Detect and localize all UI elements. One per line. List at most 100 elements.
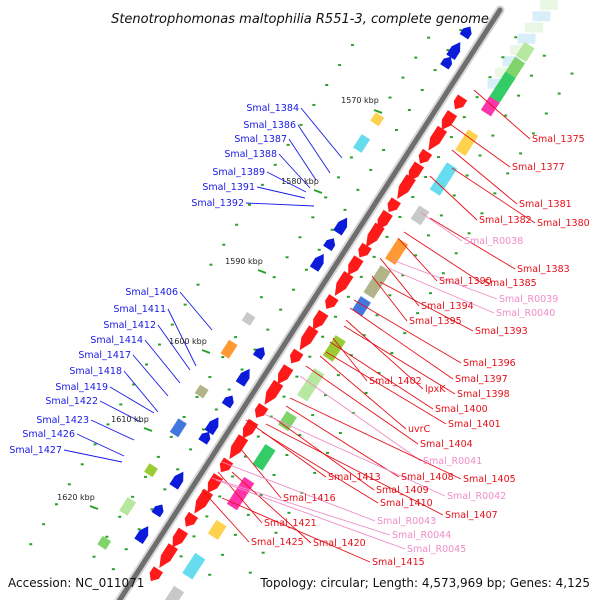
- tick-mark: [143, 475, 147, 478]
- right-gene-label: Smal_1397: [455, 374, 508, 385]
- tick-mark: [326, 451, 330, 454]
- left-gene-label: Smal_1406: [125, 287, 178, 298]
- right-gene-label: Smal_1405: [463, 474, 516, 485]
- tick-mark: [433, 69, 437, 72]
- tick-mark: [462, 116, 466, 119]
- tick-mark: [235, 223, 239, 226]
- left-leader-line: [266, 171, 307, 193]
- tick-mark: [308, 355, 312, 358]
- tick-mark: [269, 415, 273, 418]
- right-gene-label: Smal_1420: [313, 538, 366, 549]
- left-leader-line: [123, 370, 159, 413]
- tick-mark: [334, 315, 338, 318]
- tick-mark: [350, 44, 354, 47]
- feature-block: [385, 238, 409, 265]
- tick-mark: [356, 188, 360, 191]
- forward-gene-arrow: [264, 379, 284, 405]
- tick-mark: [287, 511, 291, 514]
- tick-mark: [285, 256, 289, 259]
- left-gene-label: Smal_1414: [90, 335, 143, 346]
- tick-mark: [195, 396, 199, 399]
- tick-mark: [321, 335, 325, 338]
- background-layer: [487, 0, 558, 89]
- right-leader-line: [329, 341, 434, 410]
- forward-gene-arrow: [358, 242, 372, 258]
- left-leader-line: [278, 153, 311, 189]
- background-feature: [540, 0, 558, 10]
- right-leader-line: [299, 375, 422, 462]
- tick-mark: [221, 553, 225, 556]
- right-gene-label: Smal_1415: [372, 557, 425, 568]
- right-gene-label: Smal_1413: [328, 472, 381, 483]
- right-leader-line: [379, 281, 474, 332]
- right-leader-line: [343, 325, 456, 395]
- reverse-gene-arrow: [151, 504, 164, 518]
- tick-mark: [544, 112, 548, 115]
- right-leader-line: [379, 257, 420, 307]
- right-gene-label: Smal_1396: [463, 358, 516, 369]
- right-leader-line: [345, 319, 424, 390]
- forward-gene-arrow: [453, 94, 468, 110]
- reverse-gene-arrow: [459, 26, 472, 40]
- right-gene-label: Smal_1402: [369, 376, 422, 387]
- tick-mark: [317, 248, 321, 251]
- feature-block: [226, 476, 255, 511]
- feature-block: [207, 519, 227, 540]
- tick-mark: [491, 134, 495, 137]
- tick-mark: [299, 123, 303, 126]
- reverse-gene-arrow: [134, 526, 149, 544]
- right-gene-label: uvrC: [408, 424, 431, 435]
- feature-block: [241, 311, 256, 326]
- feature-block: [119, 497, 137, 516]
- tick-mark: [517, 94, 521, 97]
- feature-block: [352, 296, 371, 317]
- forward-gene-arrow: [441, 110, 458, 130]
- tick-mark: [248, 571, 252, 574]
- background-feature: [502, 56, 521, 67]
- feature-block: [169, 418, 187, 438]
- tick-mark: [330, 228, 334, 231]
- kbp-tick: [201, 349, 211, 354]
- left-gene-label: Smal_1422: [45, 396, 98, 407]
- left-gene-label: Smal_1419: [55, 382, 108, 393]
- right-gene-label: Smal_1382: [479, 215, 532, 226]
- right-gene-label: Smal_1404: [420, 439, 473, 450]
- background-feature: [487, 78, 506, 89]
- tick-mark: [375, 314, 379, 317]
- tick-mark: [446, 49, 450, 52]
- tick-mark: [243, 455, 247, 458]
- forward-gene-arrow: [229, 434, 249, 460]
- feature-block: [480, 96, 500, 117]
- tick-mark: [124, 548, 128, 551]
- forward-gene-arrow: [219, 457, 234, 473]
- tick-mark: [426, 234, 430, 237]
- tick-mark: [514, 36, 518, 39]
- tick-mark: [208, 573, 212, 576]
- rna-feature-label: Smal_R0045: [407, 544, 466, 555]
- background-feature: [517, 33, 536, 44]
- rna-feature-label: Smal_R0043: [377, 516, 436, 527]
- left-leader-line: [99, 400, 142, 423]
- tick-mark: [157, 343, 161, 346]
- tick-mark: [336, 374, 340, 377]
- tick-mark: [286, 143, 290, 146]
- feature-block: [488, 71, 516, 105]
- tick-mark: [183, 303, 187, 306]
- tick-mark: [253, 348, 257, 351]
- left-leader-line: [288, 138, 317, 181]
- tick-mark: [205, 515, 209, 518]
- rna-feature-label: Smal_R0044: [392, 530, 451, 541]
- tick-mark: [449, 136, 453, 139]
- left-leader-line: [297, 124, 331, 174]
- tick-mark: [401, 274, 405, 277]
- rna-feature-label: Smal_R0040: [496, 308, 555, 319]
- right-leader-line: [239, 447, 282, 499]
- feature-block: [297, 368, 325, 402]
- tick-mark: [92, 555, 96, 558]
- right-leader-line: [201, 489, 250, 543]
- tick-mark: [93, 443, 97, 446]
- tick-mark: [349, 354, 353, 357]
- left-gene-label: Smal_1426: [22, 429, 75, 440]
- right-leader-line: [265, 423, 444, 516]
